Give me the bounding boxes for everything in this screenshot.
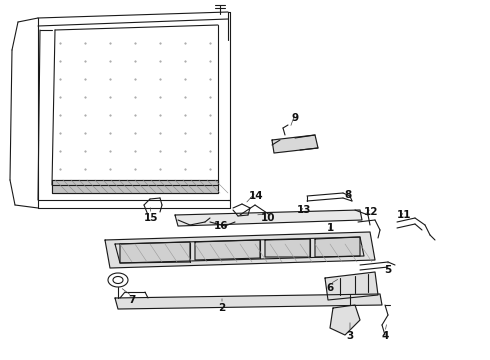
Polygon shape	[195, 240, 260, 260]
Polygon shape	[105, 232, 375, 268]
Text: 16: 16	[214, 221, 228, 231]
Polygon shape	[175, 210, 362, 226]
Text: 5: 5	[384, 265, 392, 275]
Polygon shape	[330, 305, 360, 335]
Text: 4: 4	[381, 331, 389, 341]
Text: 7: 7	[128, 295, 136, 305]
Text: 10: 10	[261, 213, 275, 223]
Text: 2: 2	[219, 303, 225, 313]
Polygon shape	[272, 135, 318, 153]
Polygon shape	[325, 272, 378, 300]
Text: 8: 8	[344, 190, 352, 200]
Polygon shape	[52, 180, 218, 193]
Text: 14: 14	[249, 191, 263, 201]
Text: 6: 6	[326, 283, 334, 293]
Text: 11: 11	[397, 210, 411, 220]
Text: 12: 12	[364, 207, 378, 217]
Text: 15: 15	[144, 213, 158, 223]
Polygon shape	[120, 242, 190, 263]
Text: 1: 1	[326, 223, 334, 233]
Text: 3: 3	[346, 331, 354, 341]
Polygon shape	[315, 237, 360, 257]
Text: 9: 9	[292, 113, 298, 123]
Text: 13: 13	[297, 205, 311, 215]
Polygon shape	[115, 294, 382, 309]
Polygon shape	[265, 239, 310, 257]
